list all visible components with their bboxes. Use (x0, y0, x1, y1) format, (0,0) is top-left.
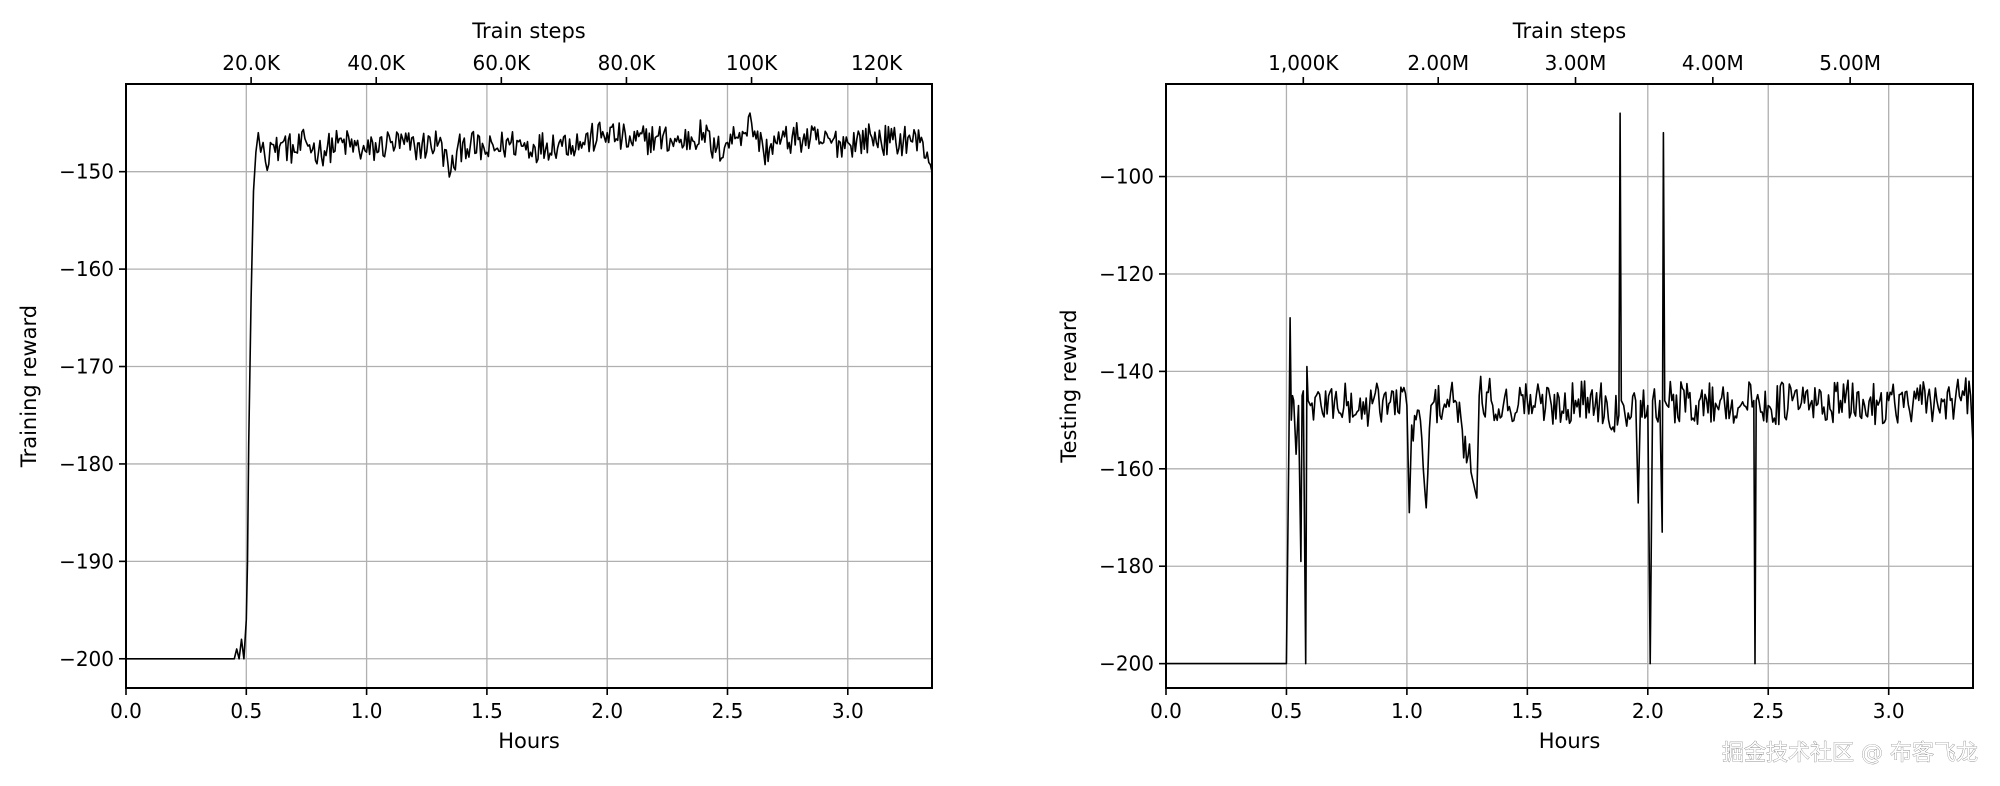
x-tick-label: 2.0 (591, 699, 623, 723)
x-tick-label: 1.5 (1511, 699, 1543, 723)
y-tick-label: −180 (1099, 554, 1154, 578)
x-axis-title: Hours (1539, 729, 1601, 753)
x-tick-label: 3.0 (1873, 699, 1905, 723)
top-tick-label: 40.0K (347, 51, 406, 75)
y-tick-label: −120 (1099, 262, 1154, 286)
x-tick-label: 1.0 (1391, 699, 1423, 723)
x-tick-label: 2.0 (1632, 699, 1664, 723)
chart-1: 0.0 0.5 1.0 1.5 2.0 2.5 3.0 −200 −190 −180 −170 −16… (17, 19, 933, 753)
x-tick-label: 2.5 (1752, 699, 1784, 723)
y-tick-label: −140 (1099, 359, 1154, 383)
x-tick-label: 0.0 (1150, 699, 1182, 723)
y-tick-label: −200 (59, 647, 114, 671)
y-tick-label: −170 (59, 355, 114, 379)
plot-frame (125, 83, 933, 689)
x-tick-label: 0.5 (230, 699, 262, 723)
y-tick-label: −100 (1099, 165, 1154, 189)
x-tick-label: 0.0 (110, 699, 142, 723)
top-axis-title: Train steps (1512, 19, 1626, 43)
plot-frame (1165, 83, 1974, 689)
y-tick-label: −160 (59, 257, 114, 281)
top-tick-label: 20.0K (222, 51, 281, 75)
y-tick-label: −180 (59, 452, 114, 476)
x-tick-label: 1.0 (351, 699, 383, 723)
y-tick-label: −200 (1099, 652, 1154, 676)
y-axis-title: Testing reward (1057, 309, 1081, 463)
watermark-text: 掘金技术社区 @ 布客飞龙 (1722, 741, 1978, 766)
series-line (126, 112, 933, 660)
x-tick-label: 0.5 (1271, 699, 1303, 723)
chart-2: 0.0 0.5 1.0 1.5 2.0 2.5 3.0 −200 −180 −160 −140 −12… (1057, 19, 1974, 753)
top-tick-label: 5.00M (1819, 51, 1881, 75)
top-tick-label: 120K (851, 51, 903, 75)
top-tick-label: 4.00M (1682, 51, 1744, 75)
y-tick-label: −190 (59, 549, 114, 573)
x-tick-label: 2.5 (712, 699, 744, 723)
top-tick-label: 100K (726, 51, 778, 75)
x-tick-label: 1.5 (471, 699, 503, 723)
top-tick-label: 2.00M (1407, 51, 1469, 75)
top-tick-label: 3.00M (1545, 51, 1607, 75)
y-tick-label: −150 (59, 160, 114, 184)
top-tick-label: 80.0K (598, 51, 657, 75)
y-axis-title: Training reward (17, 305, 41, 468)
top-tick-label: 1,000K (1268, 51, 1339, 75)
x-axis-title: Hours (498, 729, 560, 753)
top-axis-title: Train steps (471, 19, 585, 43)
y-tick-label: −160 (1099, 457, 1154, 481)
top-tick-label: 60.0K (473, 51, 532, 75)
series-line (1166, 112, 1974, 665)
x-tick-label: 3.0 (832, 699, 864, 723)
